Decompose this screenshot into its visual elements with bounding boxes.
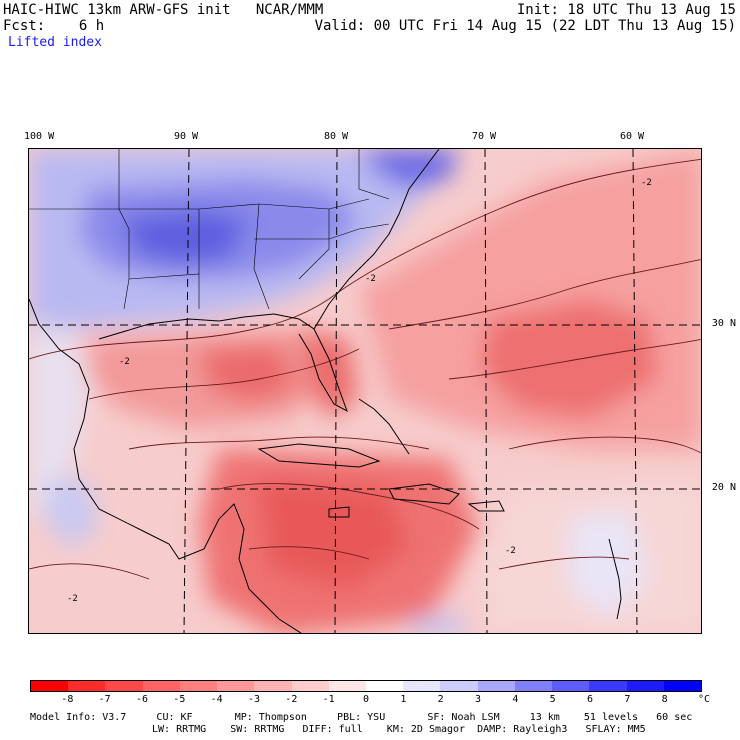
color-scale-tick-label: -7 xyxy=(98,694,111,705)
lon-label-90w: 90 W xyxy=(174,131,199,142)
init-time: Init: 18 UTC Thu 13 Aug 15 xyxy=(516,2,736,18)
color-scale-swatch xyxy=(254,681,292,691)
lon-label-60w: 60 W xyxy=(620,131,645,142)
lon-label-100w: 100 W xyxy=(24,131,55,142)
model-title: HAIC-HIWC 13km ARW-GFS init NCAR/MMM xyxy=(3,2,324,18)
color-scale-tick-label: 7 xyxy=(624,694,631,705)
color-scale-swatch xyxy=(179,681,218,691)
lifted-index-map: -2 -2 -2 -2 -2 xyxy=(28,148,702,634)
color-scale-tick-label: -6 xyxy=(135,694,149,705)
model-info-line1: Model Info: V3.7 CU: KF MP: Thompson PBL… xyxy=(30,712,693,723)
color-scale-tick-label: -2 xyxy=(285,694,298,705)
shading-layer xyxy=(29,149,701,633)
contour-label: -2 xyxy=(365,274,376,284)
lat-label-20n: 20 N xyxy=(711,482,736,493)
state-boundaries xyxy=(29,149,390,310)
color-scale-tick-label: 0 xyxy=(362,694,370,705)
color-scale-swatch xyxy=(31,681,69,691)
lat-label-30n: 30 N xyxy=(711,318,736,329)
color-scale-tick-label: 5 xyxy=(549,694,556,705)
color-scale-bar xyxy=(30,680,702,692)
color-scale-tick-label: 2 xyxy=(437,694,444,705)
unit-label: °C xyxy=(698,694,711,705)
color-scale-tick-label: 8 xyxy=(661,694,668,705)
color-scale-tick-label: -3 xyxy=(247,694,261,705)
field-name: Lifted index xyxy=(8,35,102,50)
color-scale-swatch xyxy=(328,681,366,691)
color-scale-ticks: -8 -7 -6 -5 -4 -3 -2 -1 0 1 2 3 4 5 6 7 8 xyxy=(30,694,702,706)
color-scale-tick-label: -4 xyxy=(210,694,223,705)
color-scale-swatch xyxy=(403,681,441,691)
color-scale-tick-label: -8 xyxy=(61,694,74,705)
color-scale-swatch xyxy=(626,681,664,691)
color-scale-tick-label: -1 xyxy=(322,694,335,705)
contour-lines xyxy=(29,158,701,580)
color-scale-swatch xyxy=(477,681,515,691)
lon-label-80w: 80 W xyxy=(324,131,349,142)
latlon-grid xyxy=(29,149,701,633)
color-scale-tick-label: 4 xyxy=(512,694,519,705)
color-scale-tick-label: 6 xyxy=(586,694,594,705)
color-scale-tick-label: 3 xyxy=(474,694,482,705)
color-scale-tick-label: -5 xyxy=(173,694,186,705)
color-scale-swatch xyxy=(440,681,478,691)
color-scale-swatch xyxy=(514,681,553,691)
contour-label: -2 xyxy=(67,594,78,604)
color-scale-swatch xyxy=(68,681,106,691)
color-scale-swatch xyxy=(552,681,590,691)
color-scale-tick-label: 1 xyxy=(400,694,407,705)
contour-label: -2 xyxy=(641,178,652,188)
color-scale-swatch xyxy=(663,681,701,691)
color-scale-swatch xyxy=(217,681,255,691)
model-info-line2: LW: RRTMG SW: RRTMG DIFF: full KM: 2D Sm… xyxy=(152,724,646,735)
color-scale-swatch xyxy=(105,681,143,691)
contour-label: -2 xyxy=(505,546,516,556)
color-scale-swatch xyxy=(291,681,329,691)
contour-label: -2 xyxy=(119,357,130,367)
lon-label-70w: 70 W xyxy=(472,131,497,142)
color-scale-swatch xyxy=(142,681,180,691)
color-scale-swatch xyxy=(589,681,627,691)
coastlines xyxy=(29,149,622,633)
forecast-hour: Fcst: 6 h xyxy=(3,18,105,34)
valid-time: Valid: 00 UTC Fri 14 Aug 15 (22 LDT Thu … xyxy=(314,18,736,34)
color-scale-swatch xyxy=(365,681,404,691)
